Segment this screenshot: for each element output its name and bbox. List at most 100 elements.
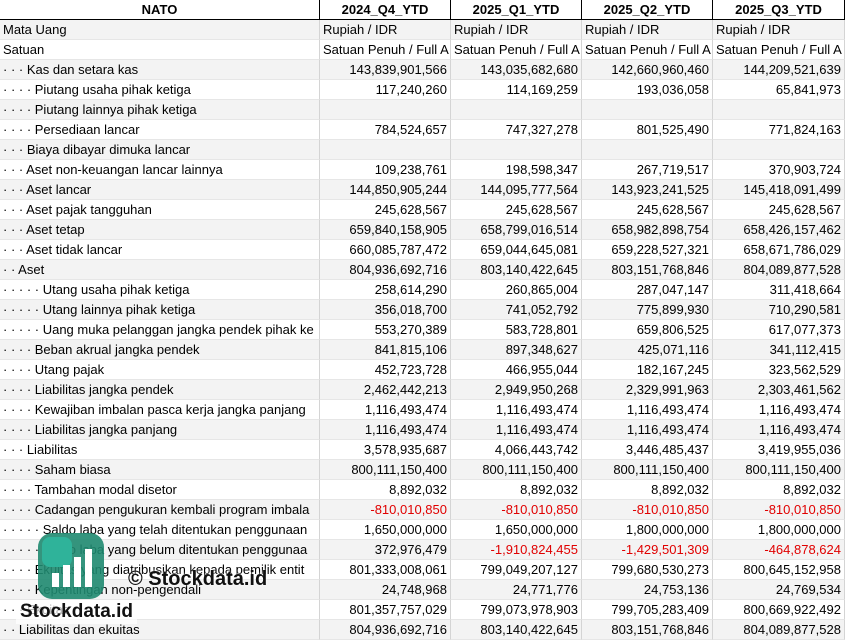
value-cell: 143,035,682,680 xyxy=(451,60,582,80)
row-label: · · · Kas dan setara kas xyxy=(0,60,320,80)
value-cell: -1,429,501,309 xyxy=(582,540,713,560)
row-label: · · · · Saham biasa xyxy=(0,460,320,480)
value-cell: 1,650,000,000 xyxy=(451,520,582,540)
value-cell: 801,357,757,029 xyxy=(320,600,451,620)
value-cell: 260,865,004 xyxy=(451,280,582,300)
value-cell: 323,562,529 xyxy=(713,360,845,380)
value-cell: -810,010,850 xyxy=(451,500,582,520)
value-cell: 659,806,525 xyxy=(582,320,713,340)
value-cell: 804,089,877,528 xyxy=(713,260,845,280)
value-cell: 144,850,905,244 xyxy=(320,180,451,200)
row-label: · · · · Tambahan modal disetor xyxy=(0,480,320,500)
value-cell: 372,976,479 xyxy=(320,540,451,560)
value-cell: 775,899,930 xyxy=(582,300,713,320)
value-cell: 800,111,150,400 xyxy=(320,460,451,480)
value-cell: Rupiah / IDR xyxy=(582,20,713,40)
value-cell: 143,839,901,566 xyxy=(320,60,451,80)
value-cell: 1,116,493,474 xyxy=(320,420,451,440)
value-cell: 1,116,493,474 xyxy=(582,400,713,420)
value-cell: 800,669,922,492 xyxy=(713,600,845,620)
row-label: · · · · · Utang lainnya pihak ketiga xyxy=(0,300,320,320)
row-label: Mata Uang xyxy=(0,20,320,40)
value-cell: 1,116,493,474 xyxy=(582,420,713,440)
row-label: · · · · Liabilitas jangka pendek xyxy=(0,380,320,400)
value-cell: 466,955,044 xyxy=(451,360,582,380)
value-cell: 245,628,567 xyxy=(320,200,451,220)
row-label: · · · Aset non-keuangan lancar lainnya xyxy=(0,160,320,180)
row-label: · · · · Utang pajak xyxy=(0,360,320,380)
value-cell: 747,327,278 xyxy=(451,120,582,140)
value-cell: 803,151,768,846 xyxy=(582,260,713,280)
value-cell: 1,116,493,474 xyxy=(713,400,845,420)
column-header: 2025_Q3_YTD xyxy=(713,0,845,20)
value-cell: Rupiah / IDR xyxy=(713,20,845,40)
value-cell: 799,049,207,127 xyxy=(451,560,582,580)
value-cell: 804,089,877,528 xyxy=(713,620,845,640)
value-cell: 24,748,968 xyxy=(320,580,451,600)
row-label: · · · · · Utang usaha pihak ketiga xyxy=(0,280,320,300)
value-cell: 144,095,777,564 xyxy=(451,180,582,200)
value-cell: 1,116,493,474 xyxy=(320,400,451,420)
value-cell: 659,840,158,905 xyxy=(320,220,451,240)
column-header: NATO xyxy=(0,0,320,20)
value-cell: -464,878,624 xyxy=(713,540,845,560)
value-cell: 117,240,260 xyxy=(320,80,451,100)
value-cell: 8,892,032 xyxy=(713,480,845,500)
value-cell: 710,290,581 xyxy=(713,300,845,320)
value-cell: 659,044,645,081 xyxy=(451,240,582,260)
value-cell: 311,418,664 xyxy=(713,280,845,300)
value-cell: 771,824,163 xyxy=(713,120,845,140)
value-cell xyxy=(320,100,451,120)
value-cell: 803,151,768,846 xyxy=(582,620,713,640)
value-cell: Rupiah / IDR xyxy=(320,20,451,40)
value-cell: 1,800,000,000 xyxy=(713,520,845,540)
value-cell: 24,753,136 xyxy=(582,580,713,600)
value-cell: 658,671,786,029 xyxy=(713,240,845,260)
value-cell: Rupiah / IDR xyxy=(451,20,582,40)
value-cell: 800,111,150,400 xyxy=(582,460,713,480)
value-cell: 3,578,935,687 xyxy=(320,440,451,460)
column-header: 2025_Q2_YTD xyxy=(582,0,713,20)
value-cell: 452,723,728 xyxy=(320,360,451,380)
value-cell xyxy=(451,140,582,160)
row-label: · · · · · Uang muka pelanggan jangka pen… xyxy=(0,320,320,340)
value-cell: 4,066,443,742 xyxy=(451,440,582,460)
value-cell xyxy=(582,100,713,120)
value-cell xyxy=(713,100,845,120)
value-cell: 660,085,787,472 xyxy=(320,240,451,260)
value-cell: 24,771,776 xyxy=(451,580,582,600)
value-cell: 803,140,422,645 xyxy=(451,620,582,640)
value-cell: 341,112,415 xyxy=(713,340,845,360)
value-cell: Satuan Penuh / Full A xyxy=(320,40,451,60)
value-cell: 182,167,245 xyxy=(582,360,713,380)
value-cell: 800,111,150,400 xyxy=(451,460,582,480)
value-cell: 659,228,527,321 xyxy=(582,240,713,260)
row-label: · · · Biaya dibayar dimuka lancar xyxy=(0,140,320,160)
row-label: · · · · Persediaan lancar xyxy=(0,120,320,140)
value-cell: 198,598,347 xyxy=(451,160,582,180)
value-cell: Satuan Penuh / Full A xyxy=(713,40,845,60)
value-cell: 1,650,000,000 xyxy=(320,520,451,540)
value-cell: 583,728,801 xyxy=(451,320,582,340)
value-cell: 553,270,389 xyxy=(320,320,451,340)
value-cell: 65,841,973 xyxy=(713,80,845,100)
value-cell xyxy=(451,100,582,120)
value-cell: 24,769,534 xyxy=(713,580,845,600)
value-cell xyxy=(320,140,451,160)
value-cell: 2,329,991,963 xyxy=(582,380,713,400)
row-label: · · · · Kewajiban imbalan pasca kerja ja… xyxy=(0,400,320,420)
value-cell: 8,892,032 xyxy=(320,480,451,500)
value-cell: 799,705,283,409 xyxy=(582,600,713,620)
value-cell: 801,333,008,061 xyxy=(320,560,451,580)
value-cell: 800,645,152,958 xyxy=(713,560,845,580)
value-cell: Satuan Penuh / Full A xyxy=(451,40,582,60)
value-cell: -1,910,824,455 xyxy=(451,540,582,560)
value-cell: 804,936,692,716 xyxy=(320,620,451,640)
value-cell: 144,209,521,639 xyxy=(713,60,845,80)
value-cell: 258,614,290 xyxy=(320,280,451,300)
value-cell: 425,071,116 xyxy=(582,340,713,360)
value-cell: 114,169,259 xyxy=(451,80,582,100)
value-cell: 658,426,157,462 xyxy=(713,220,845,240)
row-label: · · · · Piutang lainnya pihak ketiga xyxy=(0,100,320,120)
value-cell: 1,116,493,474 xyxy=(713,420,845,440)
